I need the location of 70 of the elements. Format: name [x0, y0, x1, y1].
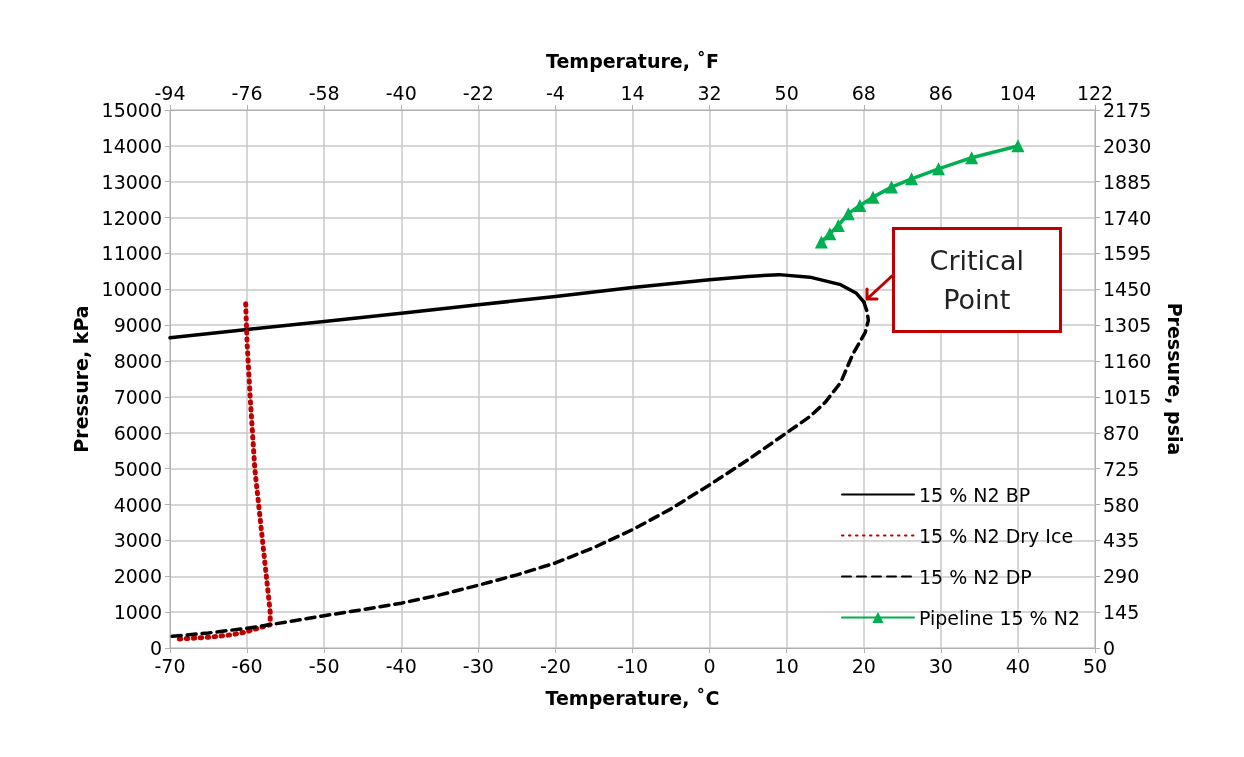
y-tick-label: 11000 [101, 242, 162, 265]
y2-axis-title: Pressure, psia [1163, 302, 1186, 456]
x2-tick-label: -22 [462, 81, 494, 104]
y2-tick-label: 290 [1103, 565, 1140, 588]
legend-label: 15 % N2 Dry Ice [918, 524, 1074, 547]
y-tick-label: 6000 [113, 421, 162, 444]
x-tick-label: 40 [1005, 654, 1031, 677]
point [823, 227, 837, 241]
x2-tick-label: -4 [545, 81, 565, 104]
x2-tick-label: 86 [928, 81, 953, 104]
point [841, 207, 855, 221]
point [853, 198, 867, 212]
y2-tick-label: 145 [1103, 601, 1140, 624]
legend-label: 15 % N2 BP [918, 483, 1031, 506]
x-tick-label: -30 [462, 654, 494, 677]
x2-tick-label: -76 [231, 81, 263, 104]
point [1011, 139, 1025, 153]
y-tick-label: 3000 [113, 529, 162, 552]
x-tick-label: 20 [851, 654, 876, 677]
y-tick-label: 9000 [113, 314, 162, 337]
x-tick-label: -40 [385, 654, 417, 677]
x2-tick-label: 14 [620, 81, 645, 104]
y2-tick-label: 580 [1103, 493, 1140, 516]
y-axis-title: Pressure, kPa [70, 305, 93, 453]
y2-tick-label: 1740 [1103, 206, 1152, 229]
point [932, 162, 946, 176]
point [831, 218, 845, 232]
y2-tick-label: 1015 [1103, 385, 1152, 408]
x2-tick-label: 50 [774, 81, 799, 104]
x-axis-title: Temperature, ˚C [545, 686, 720, 709]
y2-tick-label: 725 [1103, 457, 1140, 480]
y-tick-label: 13000 [101, 170, 162, 193]
point [814, 235, 828, 249]
x-tick-label: -50 [308, 654, 340, 677]
y2-tick-label: 1450 [1103, 278, 1152, 301]
annotation: Critical Point [891, 226, 1062, 333]
y-tick-label: 5000 [113, 457, 162, 480]
y2-tick-label: 1305 [1103, 314, 1152, 337]
y-tick-label: 14000 [101, 134, 162, 157]
y2-tick-label: 1160 [1103, 350, 1152, 373]
y2-tick-label: 2030 [1103, 134, 1152, 157]
x2-tick-label: -58 [308, 81, 340, 104]
y2-tick-label: 1885 [1103, 170, 1152, 193]
legend-label: Pipeline 15 % N2 [918, 606, 1081, 629]
y-tick-label: 1000 [113, 601, 162, 624]
point [866, 190, 880, 204]
y-tick-label: 7000 [113, 385, 162, 408]
point [965, 151, 979, 165]
x-tick-label: 10 [774, 654, 799, 677]
y2-tick-label: 1595 [1103, 242, 1152, 265]
y2-tick-label: 435 [1103, 529, 1140, 552]
x2-tick-label: -40 [385, 81, 417, 104]
point [905, 172, 919, 186]
x2-tick-label: 32 [697, 81, 722, 104]
x-tick-label: -20 [539, 654, 571, 677]
y2-tick-label: 870 [1103, 421, 1140, 444]
x2-axis-title: Temperature, ˚F [546, 49, 719, 72]
x2-tick-label: 104 [999, 81, 1037, 104]
x-tick-label: -60 [231, 654, 263, 677]
x-tick-label: -10 [616, 654, 649, 677]
y-tick-label: 4000 [113, 493, 162, 516]
x2-tick-label: 68 [851, 81, 876, 104]
y-tick-label: 12000 [101, 206, 162, 229]
y-tick-label: 10000 [101, 278, 162, 301]
x-tick-label: 30 [928, 654, 953, 677]
x-tick-label: 0 [703, 654, 716, 677]
legend-label: 15 % N2 DP [918, 565, 1032, 588]
point [885, 180, 898, 194]
y-tick-label: 2000 [113, 565, 162, 588]
y-tick-label: 8000 [113, 350, 162, 373]
